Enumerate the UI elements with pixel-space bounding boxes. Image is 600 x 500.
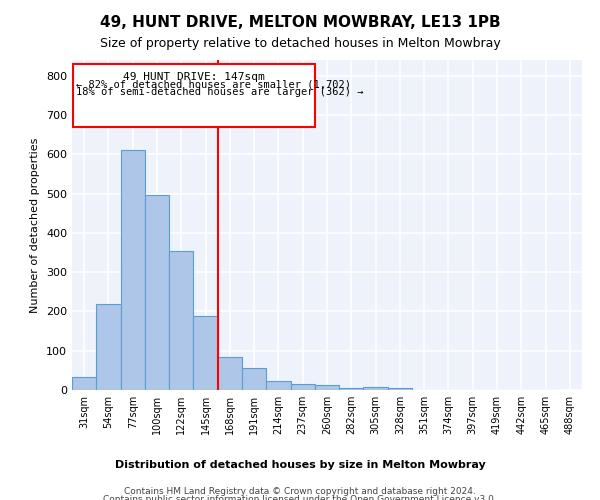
Bar <box>242 368 266 390</box>
Text: ← 82% of detached houses are smaller (1,702): ← 82% of detached houses are smaller (1,… <box>76 80 350 90</box>
Bar <box>364 387 388 390</box>
Bar <box>145 194 169 390</box>
Bar <box>169 250 193 390</box>
Text: 18% of semi-detached houses are larger (362) →: 18% of semi-detached houses are larger (… <box>76 88 363 98</box>
Bar <box>388 388 412 390</box>
Bar <box>121 150 145 390</box>
Bar <box>315 386 339 390</box>
Bar <box>193 316 218 390</box>
Text: Contains public sector information licensed under the Open Government Licence v3: Contains public sector information licen… <box>103 495 497 500</box>
Bar <box>290 384 315 390</box>
Text: Size of property relative to detached houses in Melton Mowbray: Size of property relative to detached ho… <box>100 38 500 51</box>
Bar <box>218 358 242 390</box>
Bar <box>72 377 96 390</box>
Y-axis label: Number of detached properties: Number of detached properties <box>31 138 40 312</box>
Bar <box>266 380 290 390</box>
Bar <box>96 304 121 390</box>
Text: Distribution of detached houses by size in Melton Mowbray: Distribution of detached houses by size … <box>115 460 485 470</box>
Text: 49 HUNT DRIVE: 147sqm: 49 HUNT DRIVE: 147sqm <box>123 72 265 82</box>
FancyBboxPatch shape <box>73 64 315 127</box>
Bar <box>339 388 364 390</box>
Text: 49, HUNT DRIVE, MELTON MOWBRAY, LE13 1PB: 49, HUNT DRIVE, MELTON MOWBRAY, LE13 1PB <box>100 15 500 30</box>
Text: Contains HM Land Registry data © Crown copyright and database right 2024.: Contains HM Land Registry data © Crown c… <box>124 488 476 496</box>
